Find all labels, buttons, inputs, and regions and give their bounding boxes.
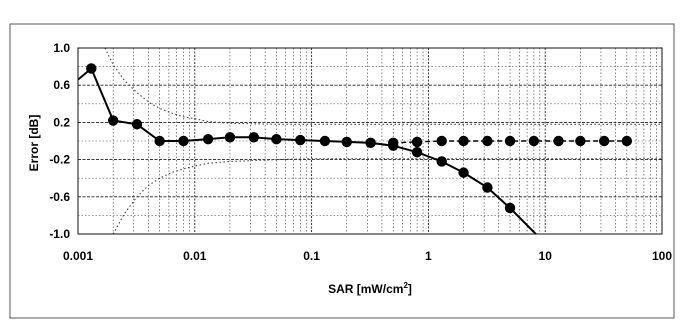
- data-point: [575, 135, 586, 147]
- data-point: [202, 133, 214, 145]
- x-tick-label: 0.01: [183, 249, 207, 263]
- data-point: [504, 202, 516, 214]
- data-point: [295, 134, 306, 146]
- x-tick-label: 0.1: [303, 249, 320, 263]
- series-line: [78, 66, 538, 234]
- axes: 0.001 0.01 0.1 1 10 100 1.0 0.6 0.2 -0.2 -0.6 -1.0: [49, 41, 672, 263]
- data-point: [436, 135, 447, 147]
- data-point: [131, 119, 143, 130]
- x-tick-label: 10: [539, 249, 553, 263]
- x-tick-label: 1: [425, 249, 432, 263]
- data-point: [388, 137, 399, 149]
- y-tick-label: -0.2: [49, 153, 70, 167]
- y-tick-label: -0.6: [49, 190, 70, 204]
- data-point: [458, 167, 469, 178]
- data-point: [553, 135, 564, 147]
- y-tick-label: -1.0: [49, 227, 70, 241]
- y-tick-label: 1.0: [53, 41, 70, 55]
- data-point: [224, 132, 236, 143]
- y-axis-title: Error [dB]: [27, 115, 41, 172]
- plot-frame: [77, 47, 663, 235]
- envelope-line: [104, 48, 662, 125]
- x-tick-label: 100: [652, 249, 672, 263]
- data-point: [528, 135, 540, 147]
- data-point: [107, 115, 119, 126]
- y-tick-label: 0.2: [53, 115, 70, 129]
- data-point: [319, 135, 331, 147]
- data-point: [482, 182, 493, 193]
- x-tick-label: 0.001: [63, 249, 93, 263]
- data-point: [436, 156, 447, 167]
- data-point: [411, 146, 423, 158]
- data-point: [86, 63, 97, 74]
- data-point: [482, 135, 493, 147]
- data-point: [621, 135, 633, 147]
- data-point: [411, 136, 423, 148]
- data-point: [248, 132, 260, 143]
- data-series: [78, 63, 633, 234]
- envelope-line: [112, 158, 662, 234]
- data-point: [599, 135, 610, 147]
- data-point: [341, 136, 352, 148]
- envelope-lines: [104, 48, 662, 234]
- data-point: [178, 135, 189, 147]
- figure-border: [9, 23, 675, 319]
- data-point: [458, 135, 469, 147]
- data-point: [154, 135, 165, 147]
- x-axis-title: SAR [mW/cm2]: [328, 281, 412, 296]
- y-tick-label: 0.6: [53, 78, 70, 92]
- data-point: [271, 133, 282, 145]
- data-point: [504, 135, 516, 147]
- data-point: [365, 137, 376, 149]
